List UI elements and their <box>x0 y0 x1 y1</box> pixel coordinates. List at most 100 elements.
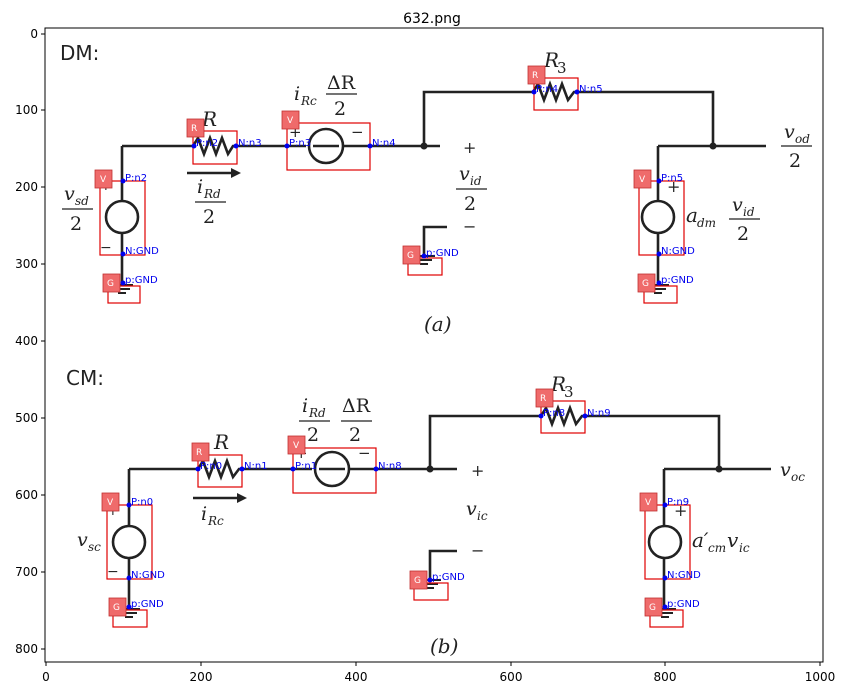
label-acm-vic: a′ cm v ic <box>692 528 750 555</box>
detection-box-g <box>649 609 684 628</box>
badge-v: V <box>101 492 120 512</box>
detection-box-g <box>413 582 449 601</box>
badge-v: V <box>639 492 658 512</box>
svg-text:P:n9: P:n9 <box>667 497 689 508</box>
resistor-r <box>196 457 242 481</box>
svg-text:V: V <box>107 498 114 508</box>
svg-text:Rd: Rd <box>203 187 221 201</box>
wire <box>428 549 457 578</box>
y-tick-label: 100 <box>15 103 38 117</box>
svg-text:R: R <box>191 124 197 134</box>
svg-text:od: od <box>795 132 810 146</box>
y-tick-label: 700 <box>15 565 38 579</box>
detection-box-g <box>107 285 141 304</box>
resistor-r <box>191 134 236 158</box>
wire <box>585 414 721 469</box>
panel-a-header: DM: <box>60 41 99 65</box>
label-vid-over-2: v id 2 <box>456 163 487 215</box>
wire <box>577 90 715 146</box>
y-tick-label: 800 <box>15 642 38 656</box>
svg-text:i: i <box>201 503 207 525</box>
svg-text:P:n0: P:n0 <box>131 497 153 508</box>
svg-text:i: i <box>197 176 203 198</box>
svg-text:R: R <box>196 448 202 458</box>
svg-text:V: V <box>287 116 294 126</box>
svg-text:R: R <box>532 71 538 81</box>
sign-plus: + <box>463 138 476 157</box>
x-tick-label: 400 <box>345 670 368 684</box>
svg-text:3: 3 <box>564 383 574 401</box>
svg-text:v: v <box>466 498 477 520</box>
svg-text:R: R <box>540 394 546 404</box>
svg-text:p:GND: p:GND <box>131 599 164 610</box>
svg-text:2: 2 <box>70 213 82 235</box>
sign-plus: + <box>667 177 680 196</box>
label-r: R <box>201 107 217 131</box>
badge-v: V <box>633 169 652 189</box>
svg-text:2: 2 <box>349 424 361 446</box>
label-r3: R 3 <box>550 372 574 401</box>
svg-text:oc: oc <box>791 470 805 484</box>
svg-text:p:GND: p:GND <box>125 275 158 286</box>
label-ird-delta-r: i Rd 2 ΔR 2 <box>299 395 372 446</box>
svg-text:V: V <box>293 441 300 451</box>
badge-g: G <box>644 597 663 617</box>
voltage-source-acm <box>647 524 683 560</box>
svg-text:V: V <box>645 498 652 508</box>
current-source-ird <box>313 450 351 488</box>
plot-frame <box>44 27 824 663</box>
x-tick-label: 800 <box>654 670 677 684</box>
y-axis: 0 100 200 300 400 500 600 700 800 <box>15 27 45 656</box>
svg-text:2: 2 <box>334 98 346 120</box>
wire <box>422 225 447 254</box>
y-tick-label: 600 <box>15 488 38 502</box>
svg-text:N:GND: N:GND <box>667 570 701 581</box>
label-irc-delta-r: i Rc ΔR 2 <box>294 72 357 120</box>
sign-minus: − <box>100 240 112 256</box>
panel-a-differential-mode: DM: <box>60 41 812 336</box>
label-ird-over-2: i Rd 2 <box>195 176 226 228</box>
svg-text:V: V <box>100 175 107 185</box>
badge-v: V <box>287 435 306 455</box>
svg-text:dm: dm <box>697 216 716 230</box>
svg-text:N:n4: N:n4 <box>372 138 396 149</box>
svg-text:Rc: Rc <box>207 514 224 528</box>
y-tick-label: 0 <box>30 27 38 41</box>
svg-text:id: id <box>470 174 482 188</box>
svg-text:N:n5: N:n5 <box>579 84 603 95</box>
svg-text:v: v <box>727 528 739 552</box>
svg-text:3: 3 <box>557 59 567 77</box>
panel-a-caption: (a) <box>424 312 452 336</box>
svg-text:P:n2: P:n2 <box>125 173 147 184</box>
svg-text:R: R <box>543 48 559 72</box>
badge-v: V <box>281 110 300 130</box>
panel-b-header: CM: <box>66 366 104 390</box>
svg-text:sc: sc <box>88 540 101 554</box>
x-axis: 0 200 400 600 800 1000 <box>42 662 835 684</box>
sign-plus: + <box>471 461 484 480</box>
junction-dot <box>420 142 428 150</box>
badge-r: R <box>191 442 210 462</box>
svg-text:P:n4: P:n4 <box>536 84 558 95</box>
svg-text:i: i <box>302 395 308 417</box>
svg-text:G: G <box>649 603 656 613</box>
badge-g: G <box>108 597 127 617</box>
y-tick-label: 200 <box>15 180 38 194</box>
svg-text:V: V <box>639 175 646 185</box>
badge-r: R <box>527 65 546 85</box>
label-irc: i Rc <box>201 503 224 528</box>
resistor-r3 <box>531 80 577 104</box>
sign-minus: − <box>471 541 484 560</box>
svg-text:ΔR: ΔR <box>342 395 371 417</box>
x-tick-label: 600 <box>500 670 523 684</box>
junction-dot <box>709 142 717 150</box>
badge-v: V <box>94 169 113 189</box>
svg-text:v: v <box>784 121 795 143</box>
svg-text:sd: sd <box>75 194 89 208</box>
badge-g: G <box>102 273 121 293</box>
figure-title: 632.png <box>403 11 461 27</box>
sign-minus: − <box>463 217 476 236</box>
svg-text:2: 2 <box>203 206 215 228</box>
wire <box>428 414 541 469</box>
badge-r: R <box>186 118 205 138</box>
